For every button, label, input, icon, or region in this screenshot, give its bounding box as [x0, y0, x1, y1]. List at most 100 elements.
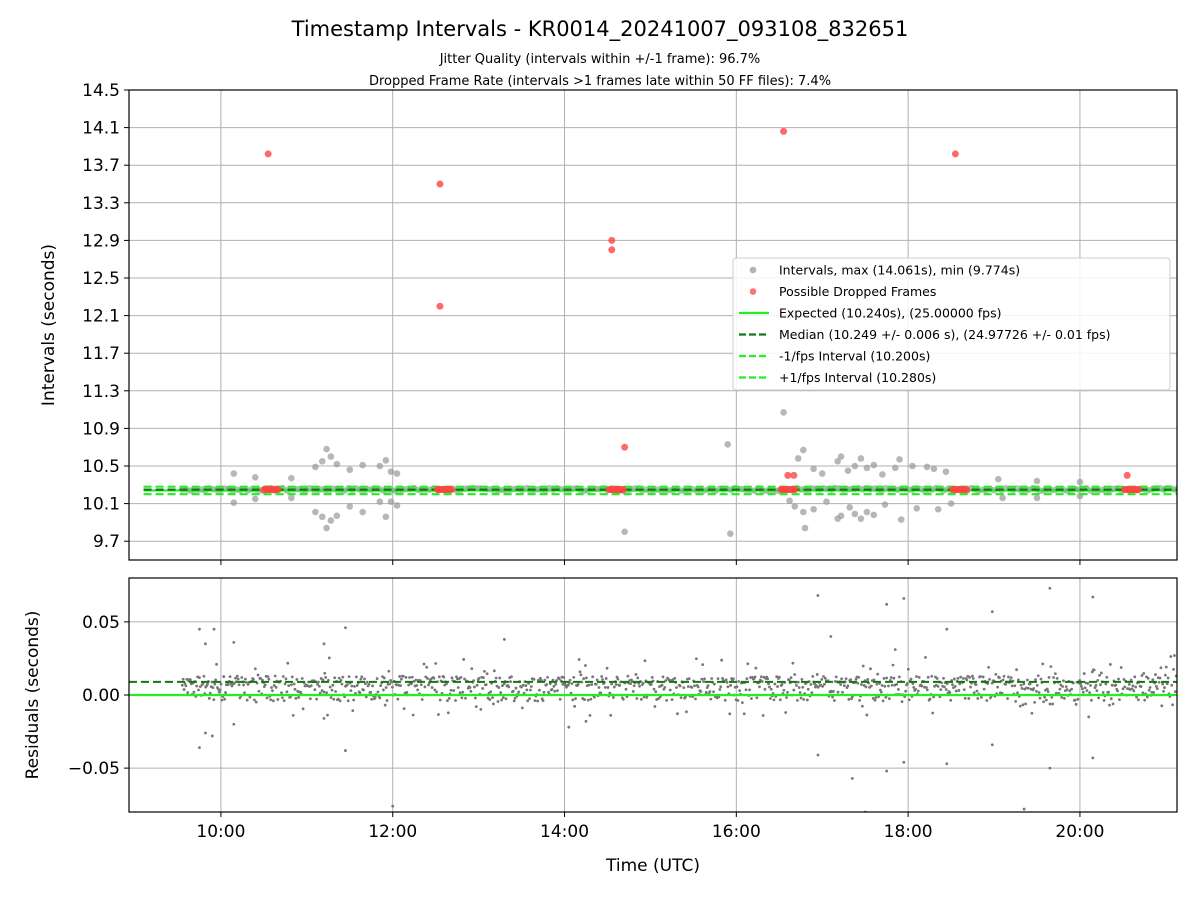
residual-point	[580, 680, 584, 684]
residual-point	[832, 699, 836, 702]
top-y-tick-label: 13.7	[82, 156, 120, 176]
residual-point	[1081, 690, 1085, 694]
residual-point	[846, 684, 850, 688]
residual-point	[641, 681, 645, 685]
top-y-axis-label: Intervals (seconds)	[39, 244, 59, 406]
residual-point	[1154, 684, 1158, 688]
residual-point	[589, 697, 593, 701]
residual-point	[795, 684, 798, 687]
residual-point	[1058, 687, 1062, 691]
residual-point	[1161, 682, 1165, 686]
residual-point	[820, 677, 824, 681]
residual-point	[365, 680, 369, 684]
legend-label: Intervals, max (14.061s), min (9.774s)	[779, 263, 1020, 278]
dropped-frame-point	[608, 236, 616, 244]
residual-point	[610, 682, 613, 686]
residual-point	[415, 684, 419, 687]
residual-point	[713, 682, 716, 686]
interval-point	[846, 504, 854, 511]
residual-point	[1081, 687, 1084, 691]
residual-point	[601, 678, 604, 681]
residual-point	[1163, 686, 1166, 689]
residual-point	[834, 675, 838, 679]
residual-point	[599, 691, 603, 695]
residual-point	[885, 602, 889, 606]
residual-point	[569, 691, 573, 695]
residual-point	[461, 690, 465, 694]
residual-point	[963, 696, 967, 700]
residual-point	[587, 683, 591, 687]
residual-point	[280, 691, 283, 695]
interval-point	[863, 508, 871, 516]
residual-point	[562, 676, 566, 679]
dropped-frame-point	[780, 127, 788, 135]
residual-point	[1147, 688, 1151, 692]
residual-point	[1048, 702, 1052, 706]
residual-point	[945, 762, 949, 766]
residual-point	[1164, 665, 1168, 669]
residual-point	[267, 677, 271, 681]
residual-point	[661, 675, 665, 679]
residual-point	[323, 671, 327, 675]
residual-point	[1110, 683, 1114, 687]
residual-point	[789, 676, 793, 680]
residual-point	[354, 675, 358, 679]
residual-point	[970, 674, 974, 678]
residual-point	[1152, 690, 1156, 694]
residual-point	[860, 683, 863, 686]
residual-point	[871, 696, 875, 700]
residual-point	[654, 690, 658, 694]
residual-point	[965, 678, 969, 682]
residual-point	[484, 683, 488, 687]
residual-point	[384, 686, 388, 689]
residual-point	[917, 675, 921, 679]
residual-point	[582, 677, 586, 681]
residual-point	[626, 674, 630, 678]
residual-point	[904, 689, 908, 693]
residual-point	[1083, 686, 1087, 690]
residual-point	[643, 659, 647, 663]
residual-point	[424, 675, 428, 679]
residual-point	[768, 697, 772, 700]
residual-point	[402, 707, 406, 711]
x-tick-label: 10:00	[196, 822, 245, 842]
residual-point	[337, 676, 341, 680]
residual-point	[1049, 665, 1053, 669]
residual-point	[316, 682, 319, 686]
residual-point	[864, 685, 868, 689]
interval-point	[794, 455, 802, 462]
residual-point	[206, 682, 209, 686]
residual-point	[1141, 691, 1145, 695]
residual-point	[742, 712, 746, 716]
residual-point	[942, 676, 945, 680]
interval-point	[923, 463, 931, 471]
residual-point	[517, 690, 521, 694]
residual-point	[823, 682, 826, 686]
residual-point	[740, 701, 744, 705]
residual-point	[728, 712, 732, 716]
residual-point	[924, 656, 927, 659]
residual-point	[212, 627, 216, 631]
residual-point	[945, 682, 949, 686]
residual-point	[915, 675, 918, 678]
residual-point	[459, 675, 463, 679]
residual-point	[442, 675, 446, 679]
dropped-frame-point	[1123, 471, 1131, 479]
interval-point	[995, 475, 1002, 483]
residual-point	[729, 683, 733, 687]
residual-point	[943, 685, 946, 689]
residual-point	[256, 673, 260, 677]
residual-point	[839, 683, 843, 686]
residual-point	[353, 684, 356, 688]
residual-point	[349, 689, 353, 693]
residual-point	[548, 682, 552, 686]
residual-point	[1007, 675, 1010, 679]
residual-point	[766, 677, 770, 681]
residual-point	[1051, 702, 1055, 706]
interval-point	[857, 515, 865, 522]
residual-point	[1070, 687, 1073, 691]
residual-point	[1087, 715, 1091, 719]
residual-point	[427, 683, 430, 687]
residual-point	[959, 675, 963, 679]
residual-point	[1037, 691, 1041, 694]
